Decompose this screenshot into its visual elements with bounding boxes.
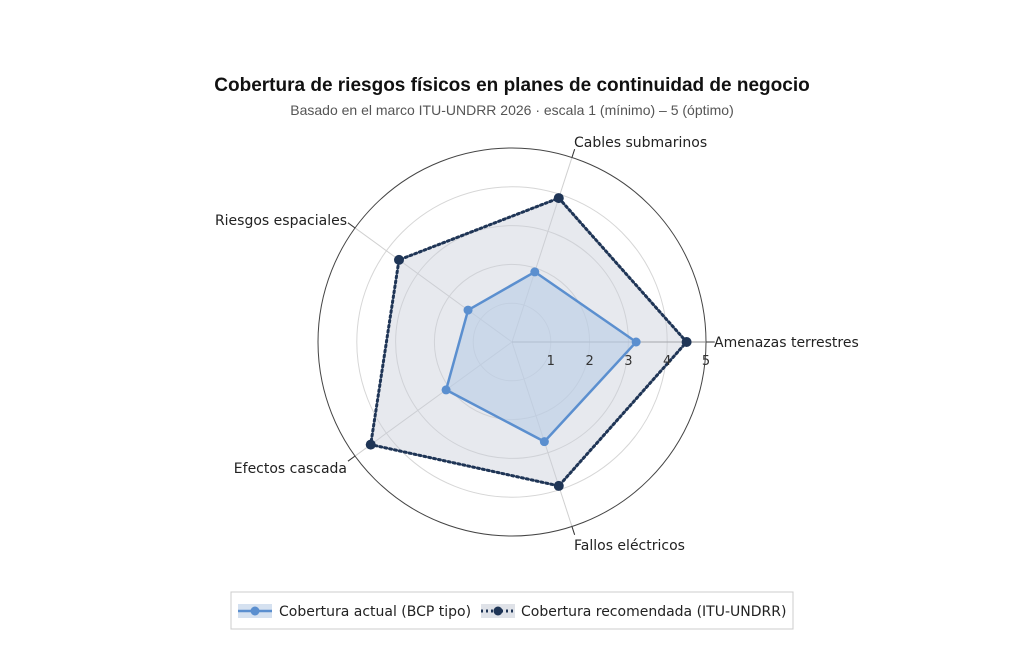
legend-item-actual: Cobertura actual (BCP tipo) bbox=[238, 604, 471, 620]
series-point-1-4 bbox=[553, 480, 564, 491]
axis-tick-1 bbox=[571, 149, 576, 158]
radial-ticks: 1 2 3 4 5 bbox=[547, 354, 710, 369]
legend: Cobertura actual (BCP tipo) Cobertura re… bbox=[230, 591, 794, 630]
chart-subtitle: Basado en el marco ITU-UNDRR 2026 · esca… bbox=[290, 102, 734, 118]
tick-label-2: 2 bbox=[585, 354, 593, 369]
axis-label-3: Efectos cascada bbox=[234, 461, 347, 477]
axis-label-1: Cables submarinos bbox=[574, 135, 707, 151]
tick-label-4: 4 bbox=[663, 354, 671, 369]
series-point-1-1 bbox=[553, 193, 564, 204]
series-point-1-0 bbox=[681, 337, 692, 347]
series-point-0-2 bbox=[463, 305, 473, 315]
tick-label-3: 3 bbox=[624, 354, 632, 369]
axis-label-4: Fallos eléctricos bbox=[574, 538, 685, 554]
tick-label-1: 1 bbox=[547, 354, 555, 369]
legend-label-recomendada: Cobertura recomendada (ITU-UNDRR) bbox=[521, 604, 786, 620]
axis-label-0: Amenazas terrestres bbox=[714, 335, 859, 351]
chart-title: Cobertura de riesgos físicos en planes d… bbox=[214, 75, 809, 96]
axis-tick-4 bbox=[571, 526, 576, 535]
axis-tick-3 bbox=[347, 455, 356, 462]
radar-series bbox=[365, 193, 692, 491]
series-point-0-4 bbox=[539, 437, 549, 447]
legend-box bbox=[230, 591, 794, 630]
series-point-0-1 bbox=[530, 267, 540, 277]
legend-label-actual: Cobertura actual (BCP tipo) bbox=[279, 604, 471, 620]
series-line-1 bbox=[369, 196, 689, 488]
series-point-1-3 bbox=[365, 439, 376, 450]
series-point-1-2 bbox=[393, 254, 404, 265]
series-line-0 bbox=[444, 270, 638, 443]
tick-label-5: 5 bbox=[702, 354, 710, 369]
legend-marker-recomendada bbox=[493, 606, 503, 616]
legend-marker-actual bbox=[250, 606, 260, 616]
axis-label-2: Riesgos espaciales bbox=[215, 213, 347, 229]
series-point-0-0 bbox=[631, 337, 641, 347]
legend-item-recomendada: Cobertura recomendada (ITU-UNDRR) bbox=[481, 604, 786, 620]
axis-labels: Amenazas terrestres Cables submarinos Ries… bbox=[215, 135, 859, 554]
series-point-0-3 bbox=[441, 385, 451, 395]
series-area-0 bbox=[446, 271, 637, 442]
axis-tick-2 bbox=[347, 222, 356, 229]
